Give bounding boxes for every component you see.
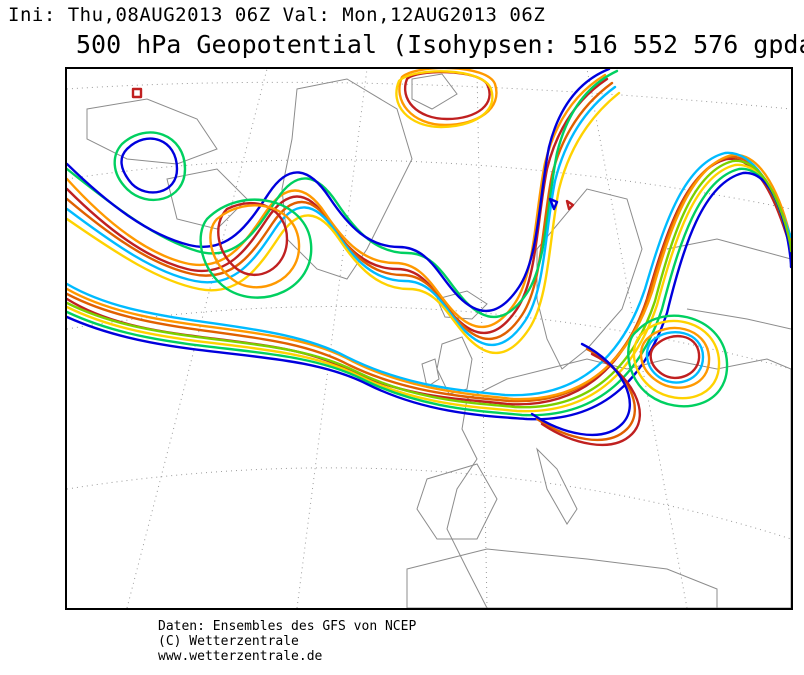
chart-title: 500 hPa Geopotential (Isohypsen: 516 552…: [76, 30, 804, 59]
graticule: [67, 69, 791, 608]
map-canvas: [67, 69, 791, 608]
map-frame: [65, 67, 793, 610]
init-valid-line: Ini: Thu,08AUG2013 06Z Val: Mon,12AUG201…: [8, 4, 546, 26]
credits-url[interactable]: www.wetterzentrale.de: [158, 649, 323, 664]
credits-copyright: (C) Wetterzentrale: [158, 634, 299, 649]
credits-source: Daten: Ensembles des GFS von NCEP: [158, 619, 417, 634]
data-credits: Daten: Ensembles des GFS von NCEP (C) We…: [158, 619, 416, 664]
isohypse-spaghetti: [67, 69, 791, 447]
